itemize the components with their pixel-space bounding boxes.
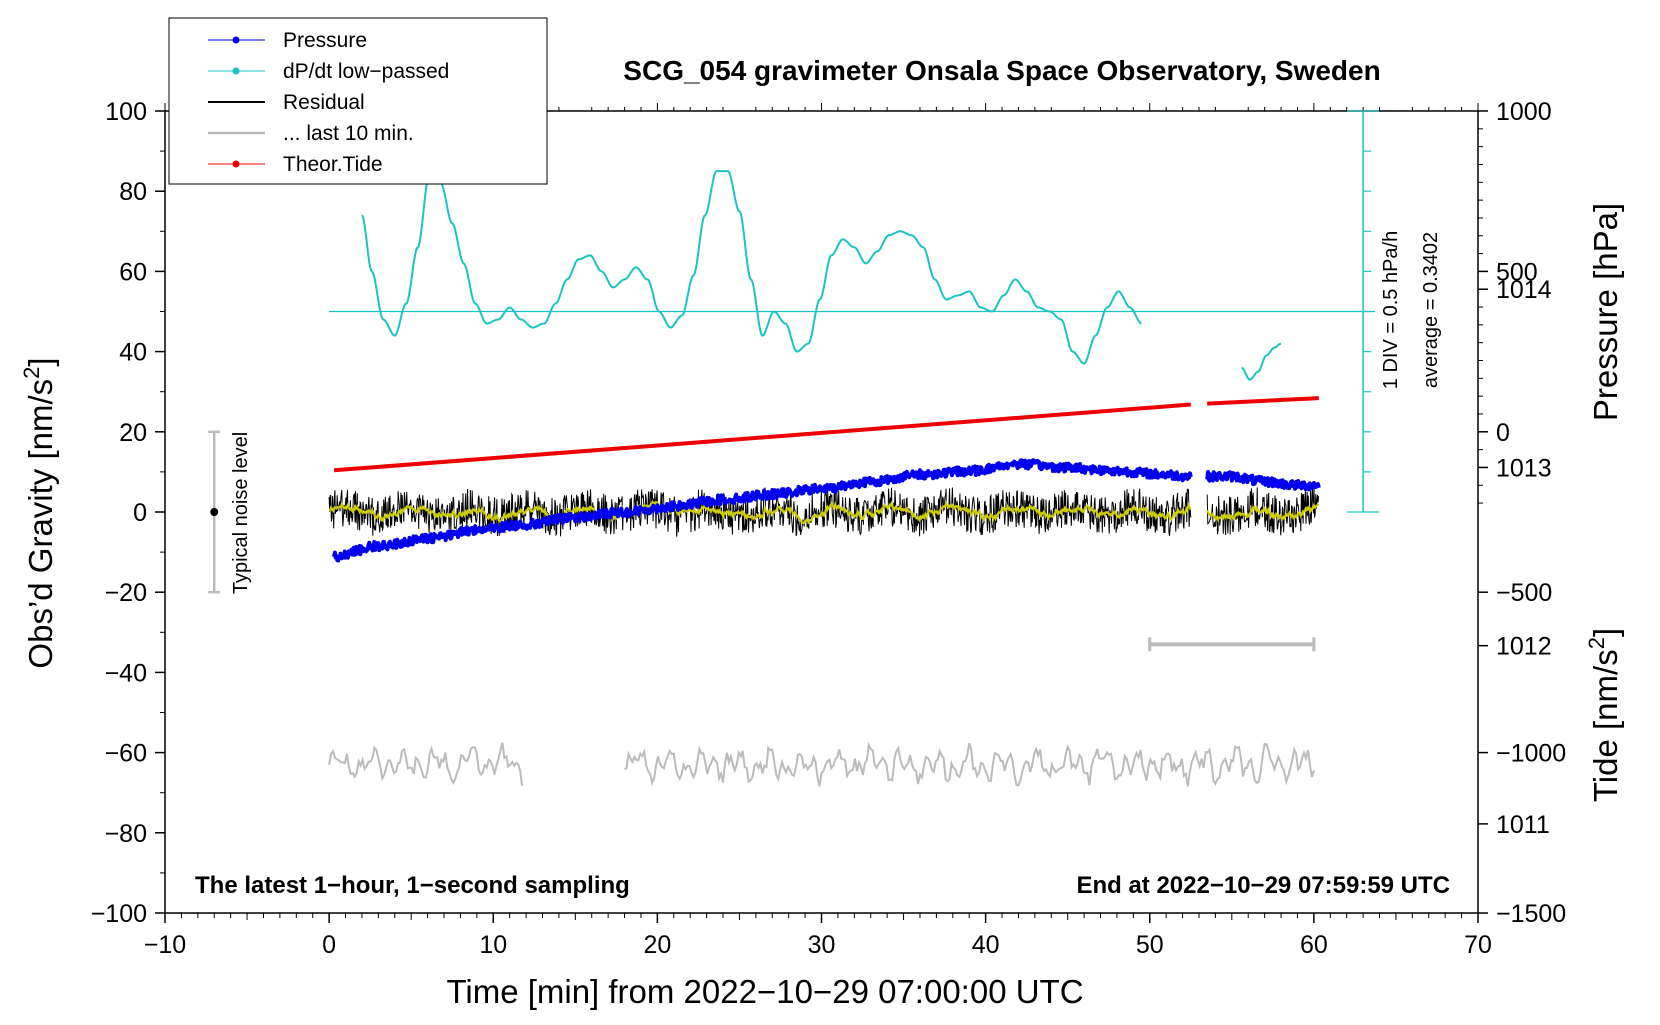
- tide-tick-label: 500: [1496, 258, 1538, 286]
- y-axis-title-end: ]: [22, 357, 59, 366]
- legend: Pressure dP/dt low−passed Residual ... l…: [168, 17, 548, 185]
- x-tick-label: 20: [643, 931, 671, 959]
- legend-label-dpdt: dP/dt low−passed: [283, 60, 449, 83]
- x-axis-title: Time [min] from 2022−10−29 07:00:00 UTC: [446, 973, 1083, 1010]
- x-tick-label: 0: [322, 931, 336, 959]
- series-layer: [208, 170, 1376, 787]
- y-tick-label: −60: [105, 740, 147, 768]
- series-pressure-line: [332, 458, 1193, 563]
- y-axis-title-pressure: Pressure [hPa]: [1587, 203, 1624, 421]
- series-tide-line: [333, 402, 1191, 473]
- series-last10-line: [328, 742, 524, 786]
- pressure-tick-label: 1013: [1496, 454, 1552, 482]
- series-tide-line: [1207, 396, 1319, 406]
- series-pressure-line: [1205, 470, 1321, 492]
- x-tick-label: 10: [479, 931, 507, 959]
- pressure-tick-label: 1014: [1496, 276, 1552, 304]
- x-tick-label: 50: [1136, 931, 1164, 959]
- x-tick-label: −10: [144, 931, 186, 959]
- legend-swatch-pressure-dot: [232, 36, 240, 44]
- tide-title-sup: 2: [1584, 637, 1609, 649]
- legend-swatch-tide-dot: [232, 160, 240, 168]
- x-tick-label: 40: [972, 931, 1000, 959]
- y-tick-label: 20: [119, 419, 147, 447]
- div-label: 1 DIV = 0.5 hPa/h: [1380, 231, 1402, 389]
- y-tick-label: −100: [91, 900, 147, 928]
- average-label: average = 0.3402: [1420, 232, 1442, 388]
- tide-title-end: ]: [1587, 628, 1624, 637]
- y-axis-title-main: Obs’d Gravity [nm/s: [22, 379, 59, 669]
- x-tick-label: 30: [808, 931, 836, 959]
- legend-swatch-dpdt-dot: [232, 67, 240, 75]
- legend-label-tide: Theor.Tide: [283, 153, 383, 176]
- series-residual-smoothed: [1206, 502, 1320, 523]
- x-tick-label: 70: [1464, 931, 1492, 959]
- series-residual-line: [328, 487, 1192, 537]
- x-tick-label: 60: [1300, 931, 1328, 959]
- y-tick-label: −20: [105, 579, 147, 607]
- note-end-time: End at 2022−10−29 07:59:59 UTC: [1076, 872, 1450, 899]
- pressure-tick-label: 1011: [1496, 811, 1550, 839]
- y-tick-label: −80: [105, 820, 147, 848]
- pressure-tick-label: 1012: [1496, 633, 1552, 661]
- axes-layer: −10 0 10 20 30 40 50 60 70−100−80−60−40−20020406…: [91, 98, 1567, 959]
- y-tick-label: 80: [119, 178, 147, 206]
- legend-label-last10: ... last 10 min.: [283, 122, 414, 145]
- series-dpdt-line: [361, 170, 1142, 365]
- noise-label: Typical noise level: [230, 432, 252, 594]
- series-last10-line: [624, 741, 1315, 787]
- y-tick-label: 60: [119, 258, 147, 286]
- y-axis-title-gravity: Obs’d Gravity [nm/s2]: [19, 357, 59, 668]
- tide-tick-label: 0: [1496, 419, 1510, 447]
- tide-tick-label: 1000: [1496, 98, 1552, 126]
- y-tick-label: −40: [105, 659, 147, 687]
- y-axis-title-sup: 2: [19, 367, 44, 379]
- legend-label-pressure: Pressure: [283, 29, 367, 52]
- tide-tick-label: −1000: [1496, 740, 1566, 768]
- y-tick-label: 100: [105, 98, 147, 126]
- tide-title-main: Tide [nm/s: [1587, 649, 1624, 802]
- note-sampling: The latest 1−hour, 1−second sampling: [195, 872, 630, 899]
- noise-bar-center: [210, 508, 219, 516]
- y-tick-label: 40: [119, 339, 147, 367]
- tide-tick-label: −1500: [1496, 900, 1566, 928]
- chart-title: SCG_054 gravimeter Onsala Space Observat…: [623, 55, 1380, 86]
- series-dpdt-line: [1241, 342, 1282, 381]
- y-axis-title-tide: Tide [nm/s2]: [1584, 628, 1624, 802]
- tide-tick-label: −500: [1496, 579, 1552, 607]
- series-residual-smoothed: [328, 499, 1192, 525]
- y-tick-label: 0: [133, 499, 147, 527]
- legend-label-residual: Residual: [283, 91, 365, 114]
